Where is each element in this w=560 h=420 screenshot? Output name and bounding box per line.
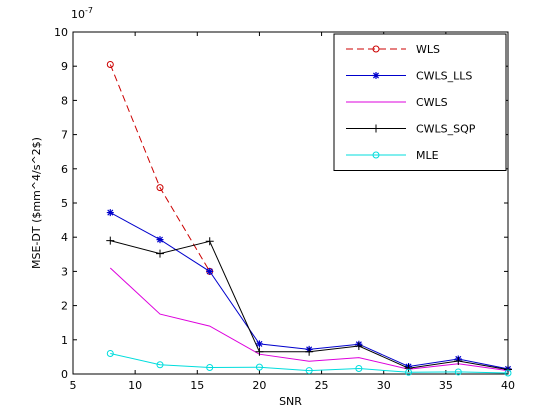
x-tick-label: 20: [252, 379, 266, 392]
y-tick-label: 10: [54, 26, 68, 39]
legend-label: CWLS: [416, 96, 448, 109]
data-point-mle: [355, 365, 363, 373]
legend-entry-mle: MLE: [346, 149, 439, 162]
y-tick-label: 4: [61, 231, 68, 244]
y-tick-label: 3: [61, 265, 68, 278]
data-point-mle: [504, 369, 512, 377]
series-line-mle: [110, 353, 509, 374]
y-axis-exponent: 10-7: [71, 6, 93, 21]
legend: WLS CWLS_LLS CWLS CWLS_SQP MLE: [333, 33, 507, 171]
legend-label: WLS: [416, 43, 440, 56]
x-axis-label: SNR: [279, 395, 302, 408]
data-point-cwls-sqp: [354, 341, 363, 350]
data-point-wls: [106, 60, 114, 68]
legend-entry-cwls-lls: CWLS_LLS: [346, 70, 472, 83]
y-tick-label: 9: [61, 60, 68, 73]
series-line-wls: [109, 64, 211, 272]
legend-entry-cwls: CWLS: [346, 96, 448, 109]
y-tick-label: 2: [61, 300, 68, 313]
legend-label: CWLS_SQP: [416, 123, 476, 136]
data-point-cwls-lls: [206, 267, 214, 275]
x-tick-label: 5: [70, 379, 77, 392]
x-axis-ticks: 5 10 15 20 25 30 35 40: [70, 32, 515, 392]
y-tick-label: 0: [61, 368, 68, 381]
y-tick-label: 8: [61, 94, 68, 107]
legend-entry-wls: WLS: [346, 43, 440, 56]
legend-entry-cwls-sqp: CWLS_SQP: [346, 123, 476, 136]
x-tick-label: 30: [377, 379, 391, 392]
y-tick-label: 6: [61, 163, 68, 176]
legend-marker: [372, 124, 380, 133]
y-tick-label: 5: [61, 197, 68, 210]
y-tick-label: 1: [61, 334, 68, 347]
data-point-cwls-sqp: [454, 357, 463, 366]
series-layer: [106, 60, 512, 377]
x-tick-label: 10: [128, 379, 142, 392]
data-point-mle: [156, 361, 164, 369]
data-point-mle: [106, 349, 114, 357]
legend-marker: [372, 72, 380, 79]
legend-label: MLE: [416, 149, 439, 162]
legend-label: CWLS_LLS: [416, 70, 472, 83]
x-tick-label: 40: [501, 379, 515, 392]
data-point-cwls-lls: [156, 236, 164, 244]
data-point-cwls-sqp: [156, 249, 164, 258]
data-point-mle: [454, 368, 462, 376]
data-point-mle: [255, 363, 263, 371]
x-tick-label: 15: [190, 379, 204, 392]
data-point-cwls-sqp: [404, 364, 413, 373]
data-point-cwls-sqp: [305, 347, 314, 356]
data-point-cwls-lls: [106, 209, 114, 217]
series-cwls: [109, 267, 509, 372]
data-point-mle: [305, 367, 313, 375]
data-point-cwls-sqp: [255, 347, 264, 356]
legend-marker: [372, 151, 380, 159]
exponent-power: -7: [85, 6, 93, 15]
x-tick-label: 25: [315, 379, 329, 392]
data-point-wls: [156, 184, 164, 192]
series-mle: [106, 349, 512, 377]
data-point-cwls-sqp: [106, 236, 115, 245]
y-tick-label: 7: [61, 129, 68, 142]
data-point-mle: [206, 364, 214, 372]
x-tick-label: 35: [439, 379, 453, 392]
legend-marker: [372, 45, 380, 53]
y-axis-label: MSE-DT ($mm^4/s^2$): [30, 137, 43, 269]
data-point-cwls-sqp: [205, 237, 214, 246]
data-point-cwls-lls: [255, 340, 263, 348]
data-point-mle: [405, 368, 413, 376]
series-line-cwls: [109, 267, 509, 372]
exponent-base: 10: [71, 8, 85, 21]
